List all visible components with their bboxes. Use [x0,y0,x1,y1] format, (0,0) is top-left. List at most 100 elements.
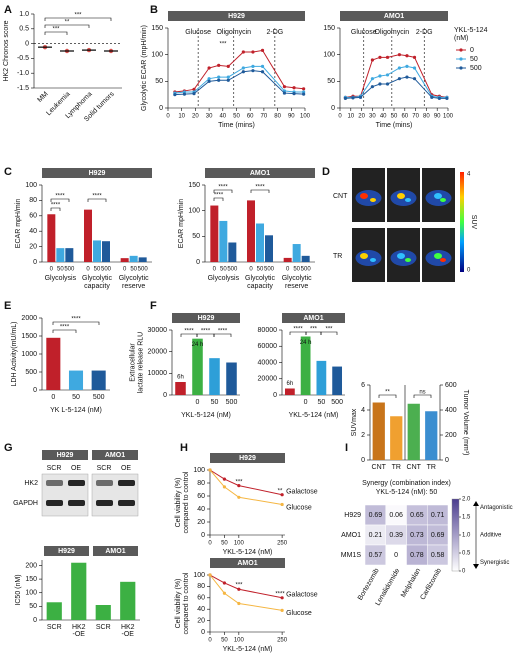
column-label: Melphalan [400,567,422,599]
pet-body [355,190,382,206]
significance-label: ** [65,20,70,26]
bar [247,200,255,262]
cell-label: 0.57 [369,552,383,559]
legend-label: 500 [470,65,482,72]
y-tick-label: 100 [25,182,37,189]
row-label: MM1S [341,552,362,559]
point [378,74,382,78]
legend-label: Galactose [286,489,318,496]
point [385,82,390,86]
x-tick-label: 80 [423,114,430,120]
significance-label: *** [74,13,82,19]
point [370,85,374,89]
y-axis-label: Cell viability (%) [175,478,182,528]
y-tick-label: 10000 [148,370,168,377]
point [226,78,230,82]
y-axis-label: Glycolytic ECAR (mpH/min) [141,25,148,111]
x-tick-label: 0 [166,114,170,120]
point [343,96,347,100]
significance-bracket [413,394,432,398]
pet-hotspot [405,258,411,262]
panel-label: D [322,166,330,178]
significance-label: **** [218,185,228,191]
point [251,64,255,68]
y-tick-label: 20000 [148,349,168,356]
y-tick-label: -1.0 [17,70,29,77]
point [241,50,245,54]
x-axis-label: YKL-5-124 (nM) [181,412,231,419]
x-tick-label: 90 [434,114,441,120]
point [292,86,296,90]
bar [102,241,110,262]
significance-label: **** [51,203,61,209]
y-tick-label: 0 [25,40,29,47]
lane-label: SCR [97,465,112,472]
point [222,591,227,595]
cell-label: 0.58 [431,552,445,559]
pet-hotspot [405,198,411,202]
y-tick-label: 2000 [21,315,37,322]
y-tick-label: 200 [25,562,37,569]
y-tick-label: 100 [193,572,205,579]
y-tick-label: 0 [361,457,365,464]
point [222,581,227,585]
cell-label: 0.06 [389,512,403,519]
y-tick-label: 6 [361,382,365,389]
bar [407,403,420,460]
point [207,79,211,83]
x-tick-label: TR [427,464,436,471]
lane-label: SCR [47,465,62,472]
pet-hotspot [360,253,368,259]
y-tick-label: 4 [361,407,365,414]
bar [292,244,301,262]
title-banner [210,453,285,463]
y-tick-label: 150 [25,576,37,583]
point [412,55,417,59]
significance-label: **** [201,329,211,335]
y-tick-label: -1.5 [17,85,29,92]
pet-hotspot [397,193,405,199]
y2-tick-label: 400 [445,407,457,414]
significance-bracket [52,321,100,325]
blot-band [46,500,63,506]
legend-label: 50 [470,56,478,63]
significance-bracket [50,207,61,211]
bar-sublabel: 0 [286,267,290,273]
x-tick-label: 50 [317,399,325,406]
group-banner [93,546,138,556]
significance-bracket [213,197,224,201]
cell-line-banner [92,450,138,460]
legend-label: Glucose [286,610,312,617]
image-row-label: TR [333,253,342,260]
x-tick-label: 500 [331,399,343,406]
column-label: Carfilzomib [419,567,443,601]
colorbar-tick-label: 0.5 [462,551,471,557]
x-axis-label: YK L-5-124 (nM) [50,407,102,414]
series-line [345,54,447,98]
point [370,58,374,62]
y-tick-label: 150 [151,25,163,32]
arrow-head [473,501,479,506]
bar [93,240,101,262]
y-tick-label: 150 [188,182,200,189]
bar-sublabel: 50 [293,267,300,273]
x-tick-label: 100 [443,114,454,120]
cell-label: 0.71 [431,512,445,519]
title-banner [340,11,448,21]
bar-sublabel: 50 [220,267,227,273]
bar [219,220,228,262]
panel-label: E [4,300,11,312]
significance-label: **** [92,194,102,200]
y-axis-label: HK2 Chronos score [3,20,10,81]
legend-marker [459,57,463,61]
bar-sublabel: 50 [130,267,137,273]
chart-title: AMO1 [303,315,323,322]
blot-band [46,480,63,486]
point [280,502,284,507]
bar [84,209,92,262]
x-tick-label: 500 [226,399,238,406]
bar-sublabel: 50 [94,267,101,273]
bar [301,255,310,262]
point [241,66,245,70]
